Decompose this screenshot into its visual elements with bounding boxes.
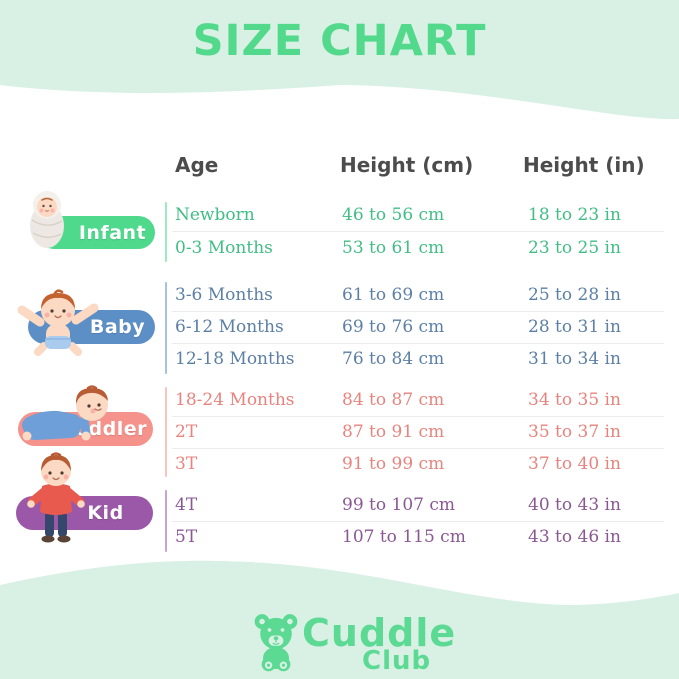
group-label-kid: Kid xyxy=(87,502,124,524)
column-header-age: Age xyxy=(175,153,219,177)
height-cm-cell: 84 to 87 cm xyxy=(342,390,445,410)
height-in-cell: 18 to 23 in xyxy=(528,205,621,225)
row-divider xyxy=(172,448,664,449)
height-in-cell: 25 to 28 in xyxy=(528,285,621,305)
row-divider xyxy=(172,311,664,312)
infant-illustration xyxy=(30,191,64,248)
height-in-cell: 34 to 35 in xyxy=(528,390,621,410)
age-cell: 0-3 Months xyxy=(175,238,273,258)
bottom-wave xyxy=(0,560,679,679)
height-in-cell: 28 to 31 in xyxy=(528,317,621,337)
group-label-baby: Baby xyxy=(89,316,146,338)
row-divider xyxy=(172,231,664,232)
group-line-toddler xyxy=(165,387,167,477)
height-cm-cell: 87 to 91 cm xyxy=(342,422,445,442)
age-cell: 6-12 Months xyxy=(175,317,284,337)
height-cm-cell: 91 to 99 cm xyxy=(342,454,445,474)
age-cell: 18-24 Months xyxy=(175,390,295,410)
age-cell: 3T xyxy=(175,454,198,474)
row-divider xyxy=(172,521,664,522)
height-cm-cell: 61 to 69 cm xyxy=(342,285,445,305)
height-cm-cell: 76 to 84 cm xyxy=(342,349,445,369)
kid-illustration xyxy=(27,452,85,543)
group-label-infant: Infant xyxy=(78,221,147,244)
height-in-cell: 35 to 37 in xyxy=(528,422,621,442)
group-pill-kid: Kid xyxy=(16,496,153,530)
teddy-bear-icon xyxy=(254,614,298,672)
height-cm-cell: 69 to 76 cm xyxy=(342,317,445,337)
page-title: SIZE CHART xyxy=(192,16,487,66)
brand-name-cuddle: Cuddle xyxy=(302,611,457,655)
age-cell: 2T xyxy=(175,422,198,442)
baby-illustration xyxy=(17,289,99,356)
brand-name-club: Club xyxy=(362,646,432,676)
height-in-cell: 40 to 43 in xyxy=(528,495,621,515)
height-cm-cell: 107 to 115 cm xyxy=(342,527,466,547)
group-line-infant xyxy=(165,202,167,262)
age-cell: Newborn xyxy=(175,205,255,225)
height-cm-cell: 46 to 56 cm xyxy=(342,205,445,225)
height-in-cell: 37 to 40 in xyxy=(528,454,621,474)
column-header-height-cm: Height (cm) xyxy=(340,153,474,177)
row-divider xyxy=(172,416,664,417)
age-cell: 5T xyxy=(175,527,198,547)
age-cell: 3-6 Months xyxy=(175,285,273,305)
column-header-height-in: Height (in) xyxy=(523,153,645,177)
top-wave xyxy=(0,79,679,120)
toddler-illustration xyxy=(22,385,108,441)
age-cell: 12-18 Months xyxy=(175,349,295,369)
height-in-cell: 43 to 46 in xyxy=(528,527,621,547)
group-line-baby xyxy=(165,282,167,374)
height-in-cell: 23 to 25 in xyxy=(528,238,621,258)
height-cm-cell: 53 to 61 cm xyxy=(342,238,445,258)
top-band xyxy=(0,0,679,80)
row-divider xyxy=(172,343,664,344)
group-line-kid xyxy=(165,490,167,552)
height-cm-cell: 99 to 107 cm xyxy=(342,495,455,515)
height-in-cell: 31 to 34 in xyxy=(528,349,621,369)
age-cell: 4T xyxy=(175,495,198,515)
